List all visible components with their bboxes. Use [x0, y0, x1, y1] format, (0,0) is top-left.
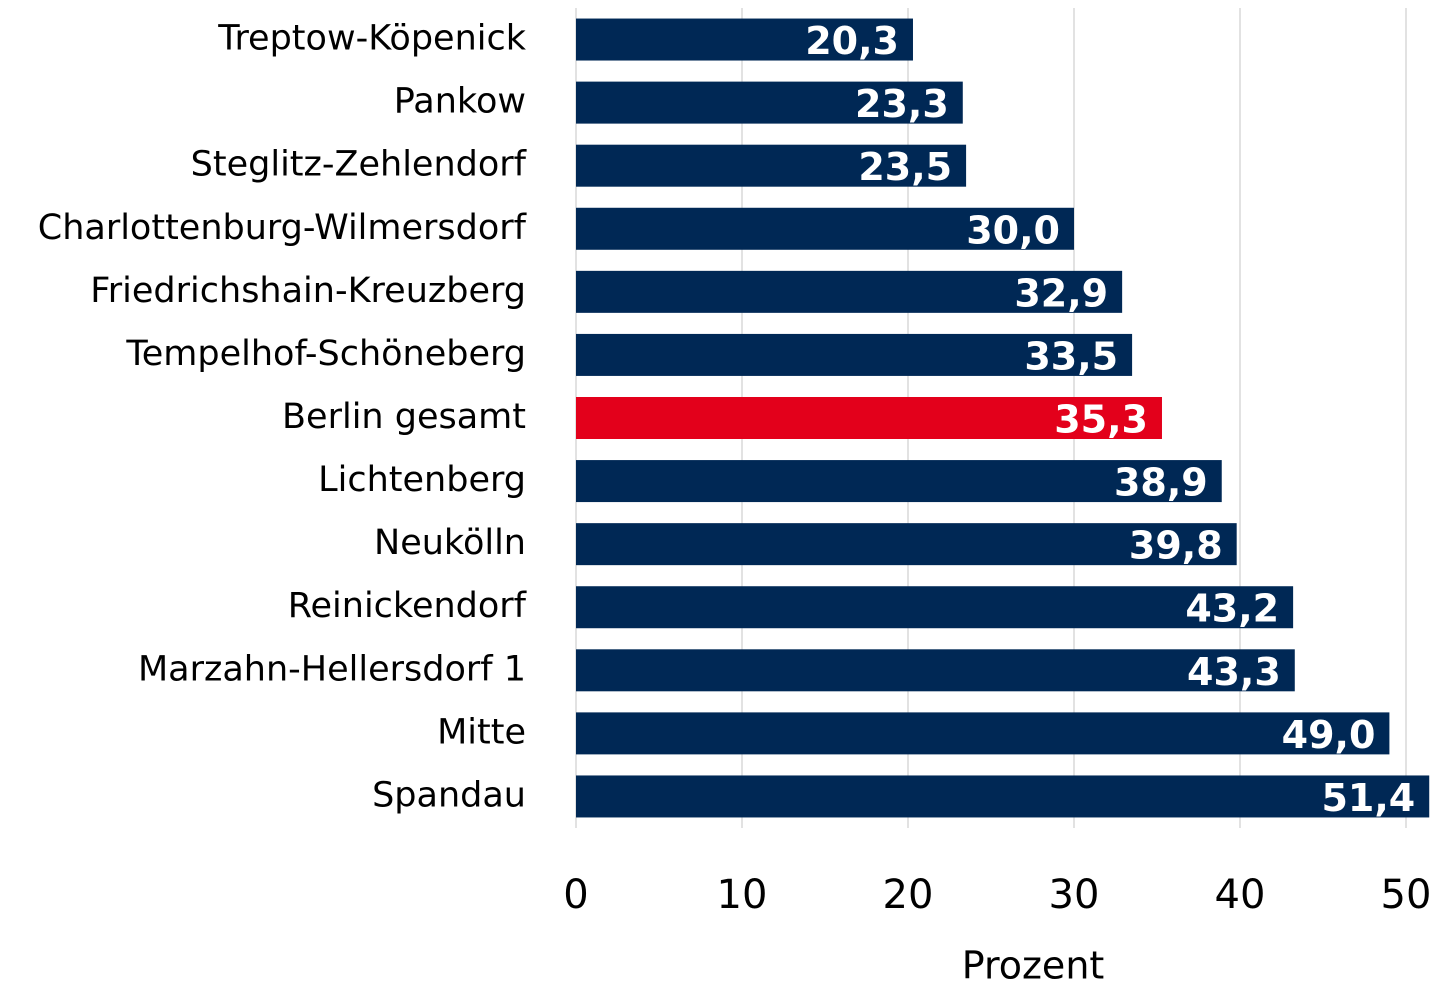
y-tick-label: Mitte: [437, 712, 526, 752]
bar: [576, 333, 1133, 376]
bar: [576, 18, 913, 61]
y-tick-label: Neukölln: [374, 523, 526, 563]
y-tick-label: Steglitz-Zehlendorf: [191, 145, 527, 185]
value-label: 43,3: [1187, 650, 1281, 694]
x-tick-label: 0: [563, 872, 588, 918]
y-tick-label: Reinickendorf: [288, 586, 527, 626]
y-tick-label: Tempelhof-Schöneberg: [125, 334, 526, 374]
y-tick-label: Lichtenberg: [318, 460, 526, 500]
value-label: 39,8: [1129, 524, 1223, 568]
x-tick-label: 10: [717, 872, 768, 918]
x-tick-label: 50: [1381, 872, 1432, 918]
value-label: 30,0: [966, 208, 1060, 252]
y-tick-label: Pankow: [394, 82, 526, 122]
bar: [576, 460, 1222, 503]
y-tick-label: Marzahn-Hellersdorf 1: [138, 649, 526, 689]
bar: [576, 207, 1074, 250]
value-label: 23,3: [855, 82, 949, 126]
bar: [576, 81, 963, 124]
value-label: 32,9: [1014, 271, 1108, 315]
y-tick-label: Charlottenburg-Wilmersdorf: [38, 208, 527, 248]
value-label: 43,2: [1185, 587, 1279, 631]
bar: [576, 144, 967, 187]
x-tick-label: 40: [1215, 872, 1266, 918]
y-tick-label: Spandau: [372, 775, 526, 815]
y-tick-label: Berlin gesamt: [282, 397, 526, 437]
value-label: 38,9: [1114, 461, 1208, 505]
x-axis-label: Prozent: [962, 944, 1105, 988]
value-label: 33,5: [1024, 334, 1118, 378]
bar: [576, 397, 1162, 439]
y-tick-label: Treptow-Köpenick: [217, 19, 527, 59]
value-label: 49,0: [1282, 713, 1376, 757]
x-tick-label: 20: [883, 872, 934, 918]
bar: [576, 586, 1294, 629]
bar: [576, 270, 1123, 313]
x-tick-label: 30: [1049, 872, 1100, 918]
y-tick-label: Friedrichshain-Kreuzberg: [90, 271, 526, 311]
value-label: 35,3: [1054, 398, 1148, 442]
bar: [576, 523, 1237, 566]
bar: [576, 775, 1430, 818]
value-label: 51,4: [1321, 776, 1415, 820]
bar: [576, 712, 1390, 755]
value-label: 20,3: [805, 19, 899, 63]
value-label: 23,5: [858, 145, 952, 189]
bar: [576, 649, 1295, 692]
